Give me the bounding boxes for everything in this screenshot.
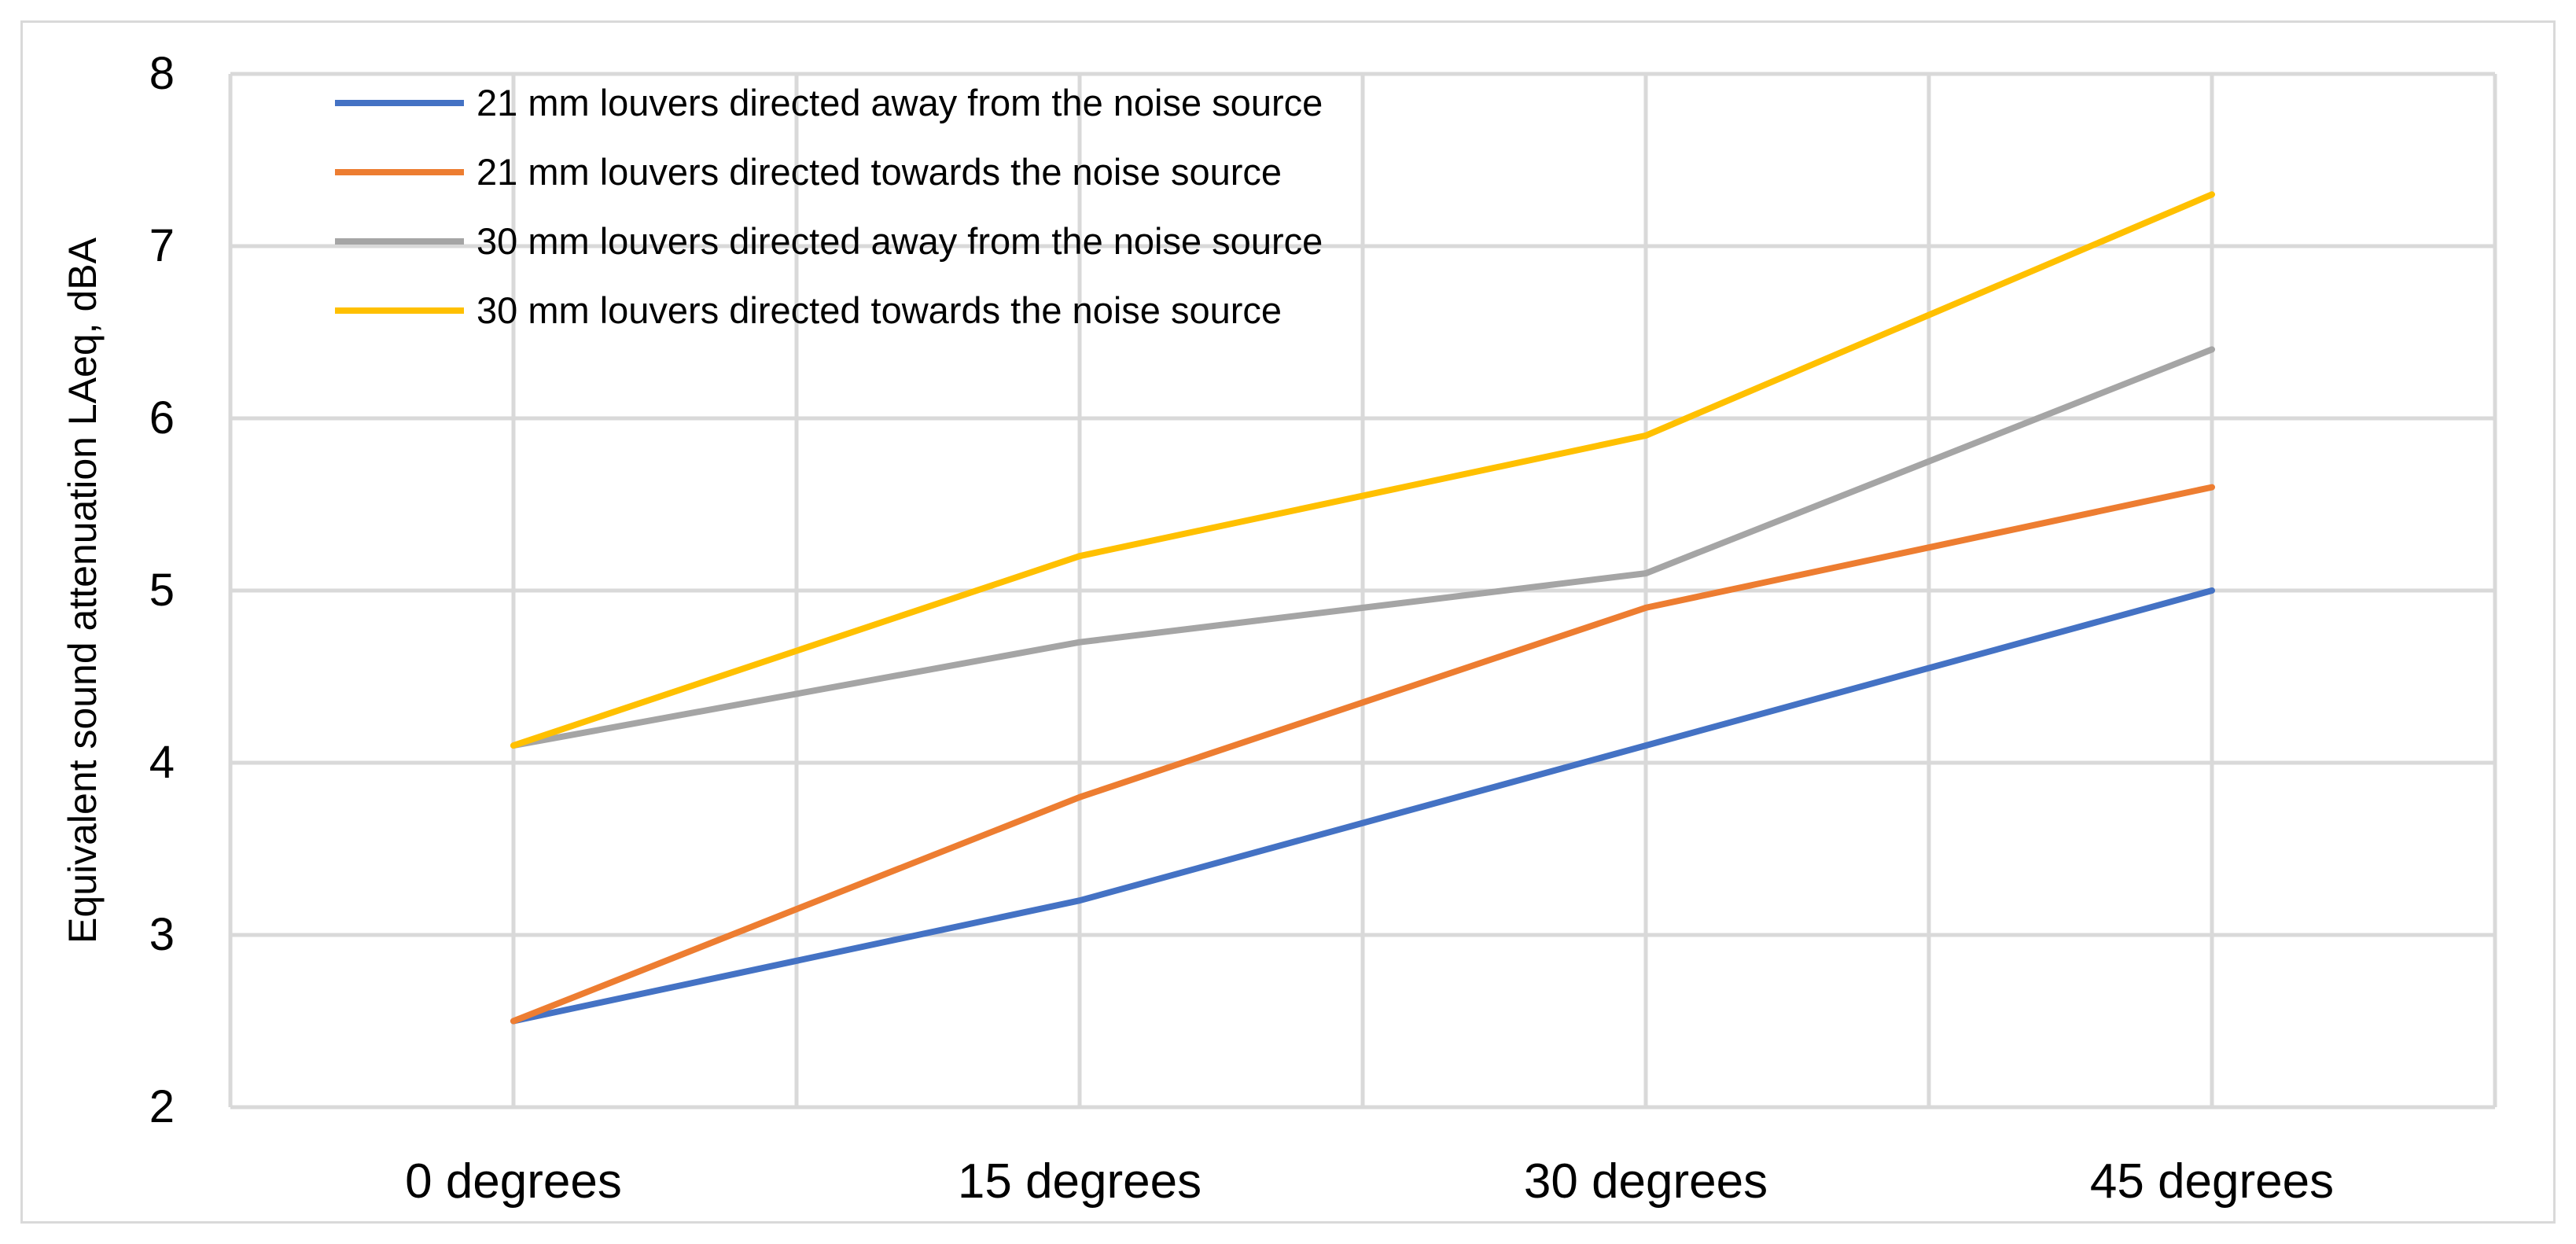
series-line-3 xyxy=(510,346,2215,749)
series-line-2 xyxy=(510,484,2215,1025)
y-tick-label: 2 xyxy=(149,1081,175,1132)
legend: 21 mm louvers directed away from the noi… xyxy=(335,82,1323,331)
x-tick-label: 30 degrees xyxy=(1524,1154,1768,1209)
legend-label: 21 mm louvers directed away from the noi… xyxy=(477,82,1323,123)
y-tick-label: 6 xyxy=(149,392,175,443)
x-tick-label: 15 degrees xyxy=(958,1154,1202,1209)
y-tick-label: 5 xyxy=(149,565,175,616)
x-tick-label: 45 degrees xyxy=(2090,1154,2334,1209)
legend-label: 21 mm louvers directed towards the noise… xyxy=(477,151,1282,193)
gridlines xyxy=(228,72,2497,1110)
y-tick-label: 8 xyxy=(149,48,175,99)
x-tick-label: 0 degrees xyxy=(405,1154,622,1209)
legend-label: 30 mm louvers directed away from the noi… xyxy=(477,220,1323,262)
y-axis-ticks: 2 3 4 5 6 7 8 xyxy=(149,48,175,1132)
series-lines xyxy=(510,191,2215,1025)
y-tick-label: 4 xyxy=(149,737,175,788)
legend-label: 30 mm louvers directed towards the noise… xyxy=(477,289,1282,331)
y-tick-label: 7 xyxy=(149,220,175,271)
x-axis-ticks: 0 degrees 15 degrees 30 degrees 45 degrees xyxy=(405,1154,2334,1209)
y-tick-label: 3 xyxy=(149,909,175,960)
y-axis-label: Equivalent sound attenuation LAeq, dBA xyxy=(61,237,105,944)
series-line-1 xyxy=(510,587,2215,1025)
series-line-4 xyxy=(510,191,2215,749)
chart-frame xyxy=(20,20,2556,1224)
